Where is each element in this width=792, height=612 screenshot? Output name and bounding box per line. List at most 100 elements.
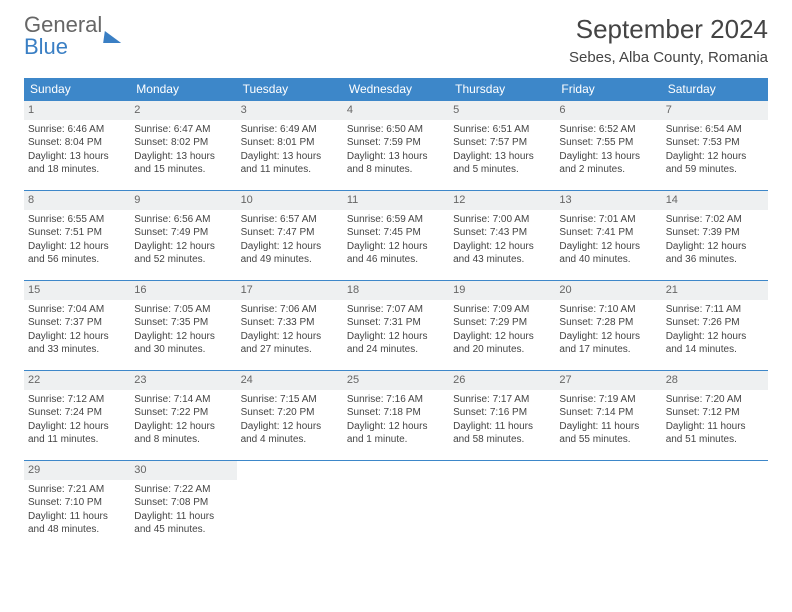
day-number: 30 xyxy=(130,461,236,480)
day-number: 22 xyxy=(24,371,130,390)
calendar-body: 1Sunrise: 6:46 AMSunset: 8:04 PMDaylight… xyxy=(24,101,768,551)
day-info-line: Sunrise: 7:06 AM xyxy=(241,303,339,317)
day-info-line: and 24 minutes. xyxy=(347,343,445,357)
day-info-line: Sunrise: 6:57 AM xyxy=(241,213,339,227)
day-info-line: Sunrise: 7:10 AM xyxy=(559,303,657,317)
day-number: 26 xyxy=(449,371,555,390)
weekday-header: Saturday xyxy=(662,78,768,101)
day-info-line: Sunrise: 7:09 AM xyxy=(453,303,551,317)
day-info-line: Sunset: 7:41 PM xyxy=(559,226,657,240)
day-info-line: and 11 minutes. xyxy=(28,433,126,447)
day-number: 6 xyxy=(555,101,661,120)
calendar-day-cell xyxy=(662,461,768,551)
day-info-line: Sunrise: 7:22 AM xyxy=(134,483,232,497)
calendar-day-cell: 17Sunrise: 7:06 AMSunset: 7:33 PMDayligh… xyxy=(237,281,343,371)
calendar-week-row: 29Sunrise: 7:21 AMSunset: 7:10 PMDayligh… xyxy=(24,461,768,551)
day-info-line: Daylight: 11 hours xyxy=(134,510,232,524)
brand-part2: Blue xyxy=(24,34,68,59)
calendar-day-cell: 7Sunrise: 6:54 AMSunset: 7:53 PMDaylight… xyxy=(662,101,768,191)
day-number: 24 xyxy=(237,371,343,390)
day-info-line: Sunrise: 7:01 AM xyxy=(559,213,657,227)
weekday-header: Tuesday xyxy=(237,78,343,101)
day-info-line: and 27 minutes. xyxy=(241,343,339,357)
day-number: 18 xyxy=(343,281,449,300)
day-info-line: Sunset: 8:04 PM xyxy=(28,136,126,150)
day-number: 15 xyxy=(24,281,130,300)
day-info-line: and 40 minutes. xyxy=(559,253,657,267)
calendar-week-row: 8Sunrise: 6:55 AMSunset: 7:51 PMDaylight… xyxy=(24,191,768,281)
weekday-header: Friday xyxy=(555,78,661,101)
day-number: 21 xyxy=(662,281,768,300)
day-info-line: and 1 minute. xyxy=(347,433,445,447)
day-info-line: Daylight: 12 hours xyxy=(241,330,339,344)
day-info-line: Sunrise: 7:19 AM xyxy=(559,393,657,407)
calendar-day-cell: 22Sunrise: 7:12 AMSunset: 7:24 PMDayligh… xyxy=(24,371,130,461)
day-info-line: Sunrise: 7:20 AM xyxy=(666,393,764,407)
day-info-line: Sunset: 7:59 PM xyxy=(347,136,445,150)
day-info-line: Daylight: 12 hours xyxy=(666,150,764,164)
day-info-line: Sunset: 7:39 PM xyxy=(666,226,764,240)
day-info-line: Sunset: 7:49 PM xyxy=(134,226,232,240)
calendar-day-cell xyxy=(343,461,449,551)
day-info-line: Daylight: 12 hours xyxy=(347,330,445,344)
day-info-line: Sunset: 7:37 PM xyxy=(28,316,126,330)
calendar-day-cell: 15Sunrise: 7:04 AMSunset: 7:37 PMDayligh… xyxy=(24,281,130,371)
day-info-line: Sunset: 7:08 PM xyxy=(134,496,232,510)
calendar-day-cell: 4Sunrise: 6:50 AMSunset: 7:59 PMDaylight… xyxy=(343,101,449,191)
calendar-week-row: 15Sunrise: 7:04 AMSunset: 7:37 PMDayligh… xyxy=(24,281,768,371)
day-number: 4 xyxy=(343,101,449,120)
day-number: 19 xyxy=(449,281,555,300)
day-info-line: and 48 minutes. xyxy=(28,523,126,537)
day-info-line: Sunrise: 6:52 AM xyxy=(559,123,657,137)
calendar-day-cell: 2Sunrise: 6:47 AMSunset: 8:02 PMDaylight… xyxy=(130,101,236,191)
day-number: 9 xyxy=(130,191,236,210)
brand-logo: General Blue xyxy=(24,14,122,58)
day-info-line: Sunrise: 7:15 AM xyxy=(241,393,339,407)
day-info-line: Daylight: 11 hours xyxy=(666,420,764,434)
calendar-day-cell: 18Sunrise: 7:07 AMSunset: 7:31 PMDayligh… xyxy=(343,281,449,371)
day-info-line: Sunset: 7:45 PM xyxy=(347,226,445,240)
day-info-line: and 46 minutes. xyxy=(347,253,445,267)
day-info-line: Sunset: 7:43 PM xyxy=(453,226,551,240)
day-info-line: Sunrise: 6:51 AM xyxy=(453,123,551,137)
month-title: September 2024 xyxy=(569,14,768,45)
day-number: 7 xyxy=(662,101,768,120)
calendar-day-cell: 30 Sunrise: 7:22 AMSunset: 7:08 PMDayligh… xyxy=(130,461,236,551)
day-info-line: and 58 minutes. xyxy=(453,433,551,447)
calendar-day-cell: 14Sunrise: 7:02 AMSunset: 7:39 PMDayligh… xyxy=(662,191,768,281)
calendar-day-cell: 11Sunrise: 6:59 AMSunset: 7:45 PMDayligh… xyxy=(343,191,449,281)
calendar-day-cell: 13Sunrise: 7:01 AMSunset: 7:41 PMDayligh… xyxy=(555,191,661,281)
day-info-line: and 15 minutes. xyxy=(134,163,232,177)
day-info-line: and 14 minutes. xyxy=(666,343,764,357)
day-number: 8 xyxy=(24,191,130,210)
day-number: 16 xyxy=(130,281,236,300)
day-info-line: Daylight: 11 hours xyxy=(559,420,657,434)
weekday-header: Thursday xyxy=(449,78,555,101)
day-info-line: Sunrise: 6:46 AM xyxy=(28,123,126,137)
day-info-line: Sunset: 7:26 PM xyxy=(666,316,764,330)
day-info-line: Sunset: 7:24 PM xyxy=(28,406,126,420)
day-info-line: and 49 minutes. xyxy=(241,253,339,267)
weekday-header: Sunday xyxy=(24,78,130,101)
day-info-line: Sunset: 7:53 PM xyxy=(666,136,764,150)
calendar-week-row: 22Sunrise: 7:12 AMSunset: 7:24 PMDayligh… xyxy=(24,371,768,461)
calendar-day-cell: 25Sunrise: 7:16 AMSunset: 7:18 PMDayligh… xyxy=(343,371,449,461)
calendar-day-cell: 27Sunrise: 7:19 AMSunset: 7:14 PMDayligh… xyxy=(555,371,661,461)
day-number: 5 xyxy=(449,101,555,120)
day-info-line: Daylight: 12 hours xyxy=(347,240,445,254)
day-info-line: and 20 minutes. xyxy=(453,343,551,357)
calendar-day-cell xyxy=(237,461,343,551)
day-info-line: Daylight: 12 hours xyxy=(453,240,551,254)
day-info-line: Sunrise: 7:00 AM xyxy=(453,213,551,227)
day-info-line: Sunrise: 6:59 AM xyxy=(347,213,445,227)
calendar-day-cell: 12Sunrise: 7:00 AMSunset: 7:43 PMDayligh… xyxy=(449,191,555,281)
day-number: 28 xyxy=(662,371,768,390)
day-info-line: Sunset: 7:57 PM xyxy=(453,136,551,150)
day-info-line: Sunset: 7:31 PM xyxy=(347,316,445,330)
location: Sebes, Alba County, Romania xyxy=(569,49,768,66)
day-info-line: Sunset: 7:35 PM xyxy=(134,316,232,330)
day-info-line: Sunrise: 7:05 AM xyxy=(134,303,232,317)
day-info-line: Daylight: 12 hours xyxy=(134,330,232,344)
calendar-day-cell: 9Sunrise: 6:56 AMSunset: 7:49 PMDaylight… xyxy=(130,191,236,281)
day-info-line: Daylight: 11 hours xyxy=(28,510,126,524)
